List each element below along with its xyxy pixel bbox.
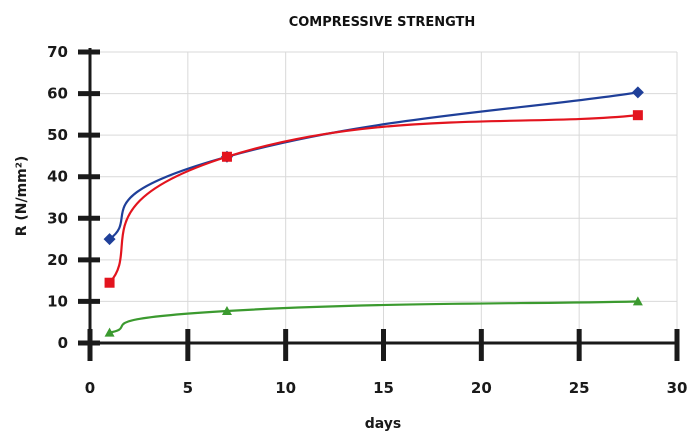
data-point — [632, 110, 643, 121]
x-tick-label: 5 — [183, 379, 193, 397]
data-point — [221, 151, 232, 162]
x-tick-label: 15 — [373, 379, 394, 397]
x-tick-label: 25 — [569, 379, 590, 397]
y-tick-label: 30 — [47, 209, 68, 227]
series-line-1 — [108, 91, 639, 240]
series-line-2 — [108, 114, 638, 284]
series-layer — [103, 86, 644, 337]
chart-title: COMPRESSIVE STRENGTH — [289, 15, 476, 30]
data-point — [632, 296, 643, 306]
y-tick-label: 70 — [47, 43, 68, 61]
y-tick-label: 10 — [47, 292, 68, 310]
x-tick-label: 20 — [471, 379, 492, 397]
tick-labels: 0 10 20 30 40 50 60 70 0 5 10 15 20 25 30 — [47, 43, 687, 397]
y-tick-label: 0 — [58, 334, 68, 352]
grid — [90, 51, 678, 343]
x-axis-label: days — [365, 416, 402, 432]
x-tick-label: 10 — [275, 379, 296, 397]
data-point — [104, 327, 115, 337]
data-point — [104, 277, 115, 288]
y-tick-label: 50 — [47, 126, 68, 144]
y-axis-label: R (N/mm²) — [14, 156, 30, 237]
y-tick-label: 20 — [47, 251, 68, 269]
data-point — [221, 305, 232, 315]
x-tick-label: 0 — [85, 379, 95, 397]
x-tick-label: 30 — [667, 379, 688, 397]
data-point — [631, 86, 644, 99]
y-tick-label: 40 — [47, 168, 68, 186]
series-line-3 — [109, 300, 638, 334]
axes — [78, 48, 680, 361]
y-tick-label: 60 — [47, 85, 68, 103]
data-point — [103, 233, 116, 246]
